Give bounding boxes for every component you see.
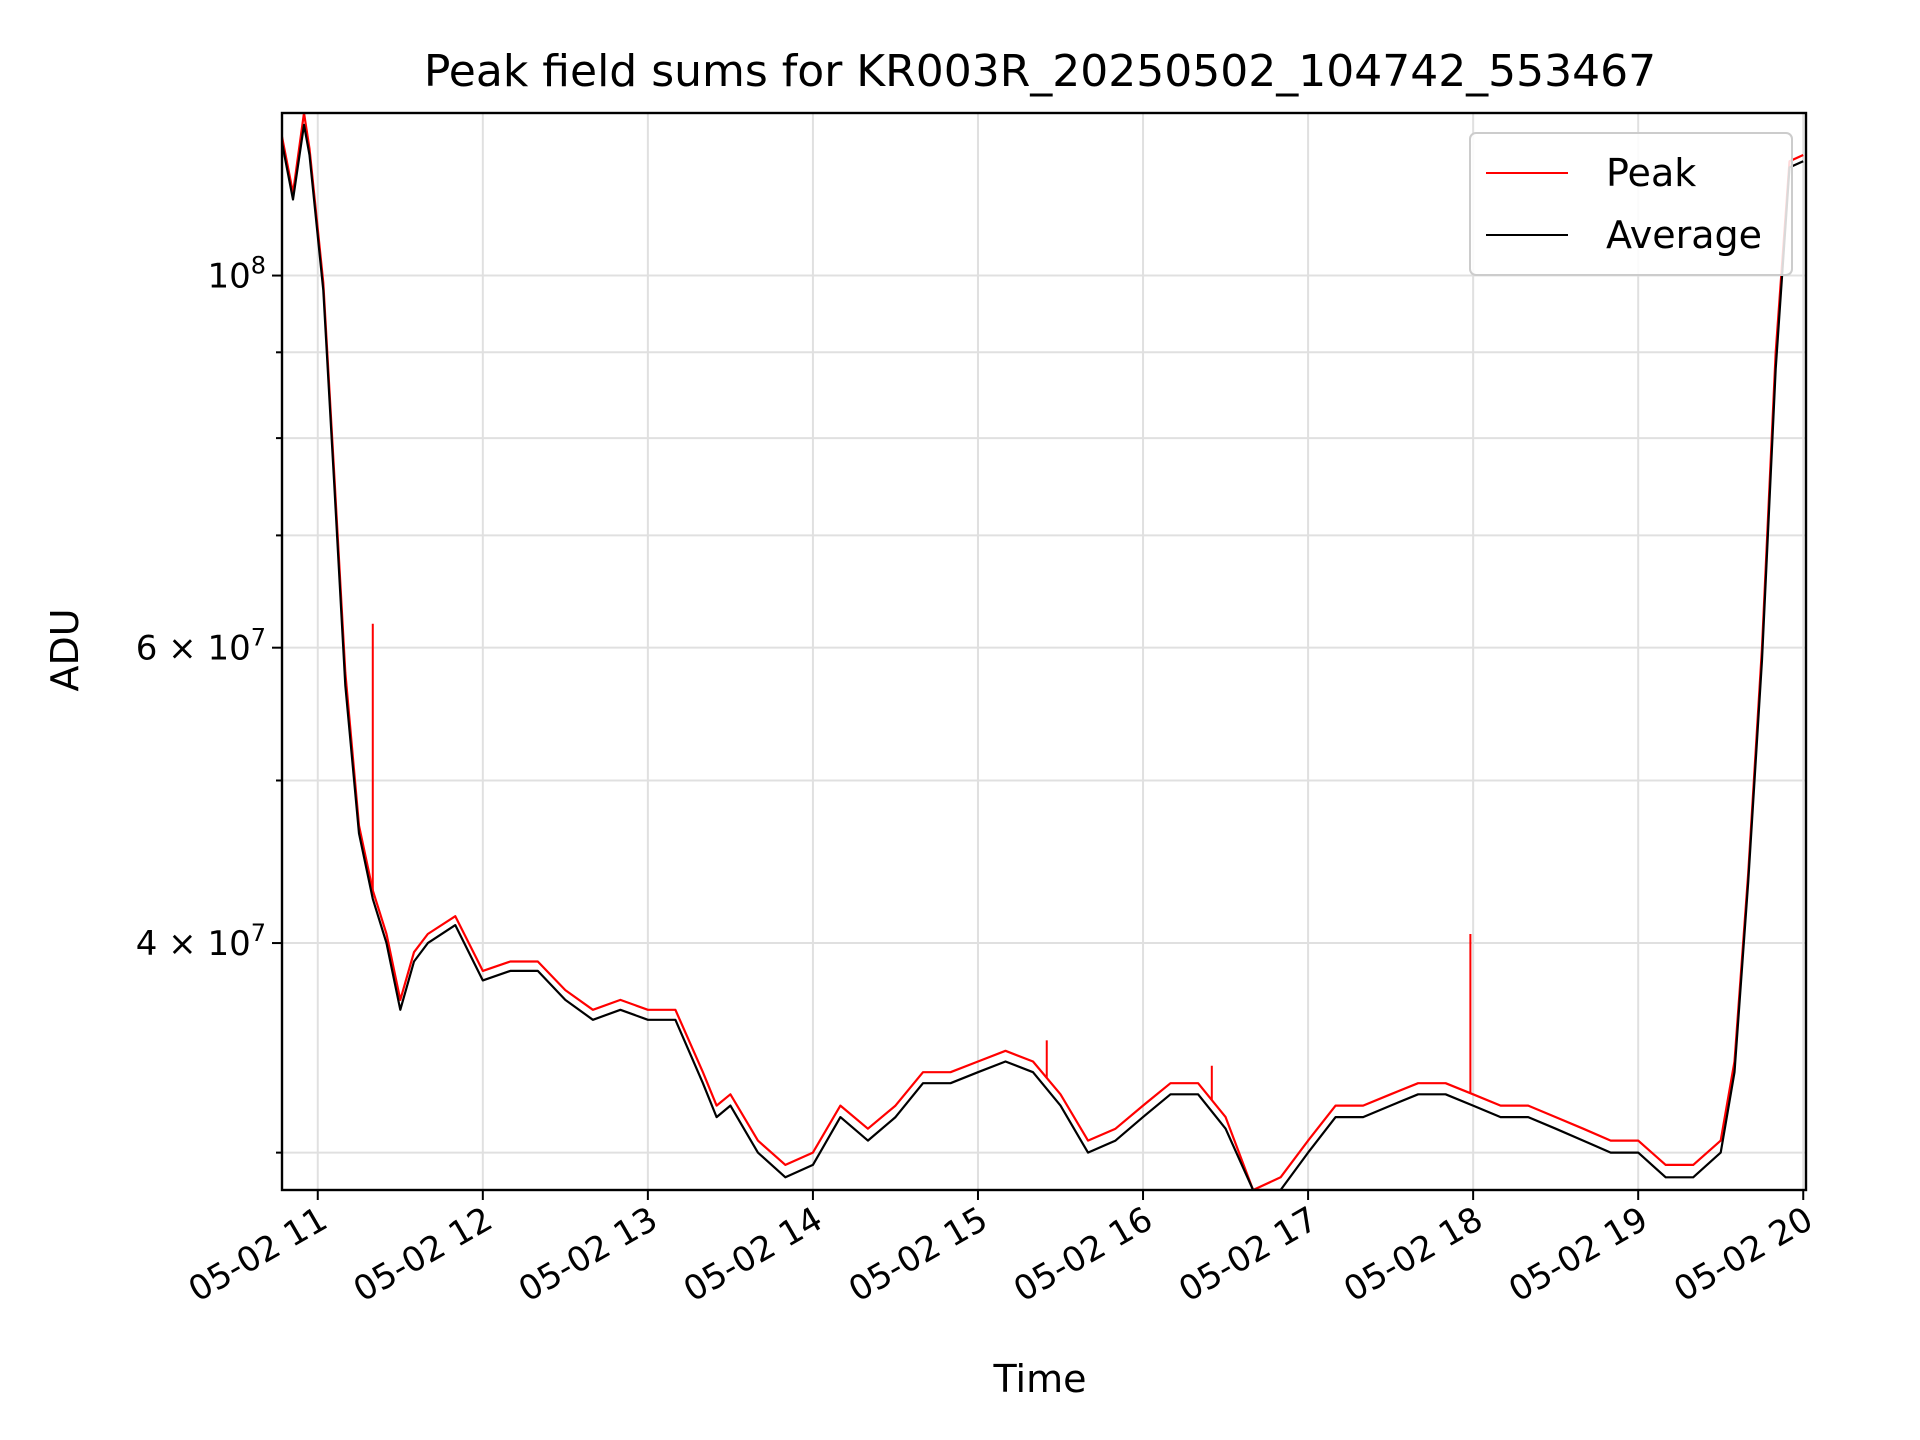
plot-frame: [280, 111, 1808, 1192]
chart-title: Peak field sums for KR003R_20250502_1047…: [424, 46, 1656, 97]
plot-area: [282, 113, 1804, 1190]
y-tick-label: 108: [207, 252, 266, 297]
y-tick-label: 4 × 107: [136, 919, 266, 964]
x-axis-label: Time: [993, 1357, 1087, 1401]
series-line-peak: [282, 113, 1804, 1190]
legend-label-average: Average: [1606, 213, 1762, 257]
series-line-average: [282, 123, 1804, 1190]
legend-label-peak: Peak: [1606, 151, 1696, 195]
y-axis-label: ADU: [43, 608, 87, 691]
y-tick-label: 6 × 107: [136, 624, 266, 669]
legend: Peak Average: [1469, 132, 1793, 276]
legend-box: [1469, 132, 1793, 276]
